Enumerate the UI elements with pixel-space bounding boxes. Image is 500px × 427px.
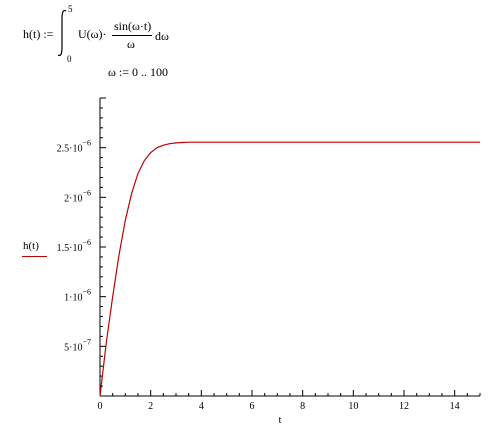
integral-sign — [57, 9, 67, 57]
range-variable-definition[interactable]: ω := 0 .. 100 — [108, 65, 168, 79]
y-tick-label: 5·10−7 — [64, 337, 91, 353]
integral-upper-limit: 5 — [68, 4, 73, 14]
x-tick-label: 10 — [348, 401, 358, 412]
y-tick-label: 2·10−6 — [64, 188, 91, 204]
x-tick-label: 12 — [399, 401, 409, 412]
series-line-h — [99, 141, 480, 397]
definition-lhs: h(t) := — [23, 27, 54, 41]
x-tick-label: 6 — [250, 401, 255, 412]
x-tick-label: 8 — [300, 401, 305, 412]
integral-lower-limit: 0 — [67, 54, 72, 64]
plot-series — [99, 141, 480, 397]
integral-differential: dω — [155, 29, 169, 43]
x-axis-label: t — [278, 414, 281, 426]
y-tick-label: 1·10−6 — [64, 288, 91, 304]
y-tick-label: 1.5·10−6 — [57, 238, 91, 254]
integrand-factor: U(ω)· — [78, 27, 107, 41]
integrand-denominator: ω — [127, 37, 135, 51]
x-tick-label: 14 — [450, 401, 460, 412]
x-tick-label: 0 — [98, 401, 103, 412]
y-axis-label: h(t) — [23, 240, 39, 252]
x-tick-label: 4 — [199, 401, 204, 412]
x-tick-label: 2 — [148, 401, 153, 412]
y-tick-label: 2.5·10−6 — [57, 139, 91, 155]
x-axis-ticks: 0 2 4 6 8 10 12 14 — [98, 390, 481, 412]
integrand-numerator: sin(ω·t) — [114, 19, 152, 33]
fraction-bar — [112, 35, 152, 36]
y-axis-ticks: 5·10−7 1·10−6 1.5·10−6 2·10−6 2.5·10−6 — [57, 97, 106, 397]
trace-legend-swatch — [22, 256, 47, 257]
